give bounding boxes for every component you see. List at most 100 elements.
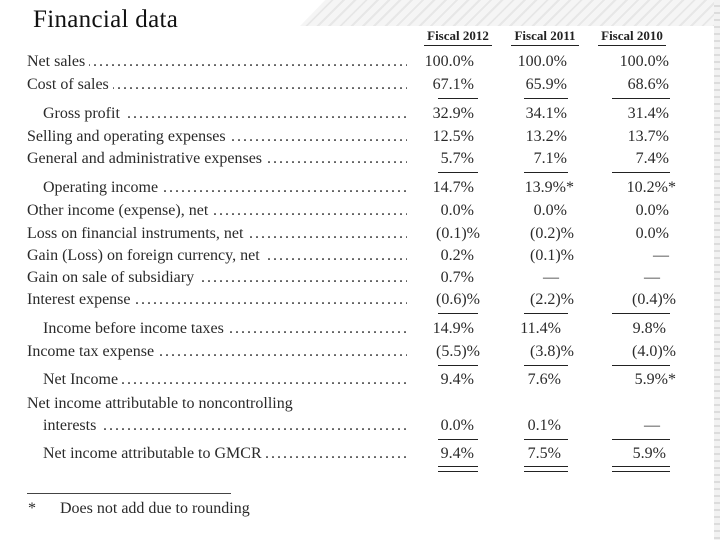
table-row: ........................................… [43,417,660,435]
subtotal-rule [524,313,568,314]
row-label: Income tax expense [27,343,159,361]
cell-value: 13.9%* [524,179,574,196]
footnote: * Does not add due to rounding [28,500,250,518]
cell-value: 100.0% [517,53,567,70]
cell-value: — [644,269,660,286]
table-row: ........................................… [27,291,676,309]
cell-value: (0.1)% [530,247,574,264]
table-row: ........................................… [0,445,700,467]
slide-title: Financial data [33,6,179,33]
row-label: interests [43,417,101,435]
row-label: Operating income [43,179,163,197]
subtotal-rule [438,365,478,366]
subtotal-rule [438,98,478,99]
cell-value: 100.0% [619,53,669,70]
table-row: ........................................… [0,128,700,150]
cell-value: 0.0% [440,417,474,434]
cell-value: (4.0)% [632,343,676,360]
cell-value: 0.2% [440,247,474,264]
total-double-rule [524,466,568,472]
cell-value: 0.0% [440,202,474,219]
cell-value: 11.4% [520,320,561,337]
subtotal-rule [612,172,670,173]
cell-value: 7.5% [527,445,561,462]
column-header-fiscal-2012: Fiscal 2012 [418,28,498,46]
cell-value: — [653,247,669,264]
cell-value: 65.9% [525,76,567,93]
cell-value: 5.9% [632,445,666,462]
cell-value: 14.9% [432,320,474,337]
table-row: ........................................… [43,371,676,389]
subtotal-rule [438,313,478,314]
cell-value: 0.0% [533,202,567,219]
subtotal-rule [612,439,670,440]
cell-value: 5.9%* [634,371,676,388]
column-header-fiscal-2010: Fiscal 2010 [592,28,672,46]
row-label: Net income attributable to GMCR [43,445,266,463]
subtotal-rule [524,365,568,366]
cell-value: (3.8)% [530,343,574,360]
cell-value: 67.1% [432,76,474,93]
cell-value: (5.5)% [436,343,480,360]
decorative-corner-pattern [300,0,720,26]
cell-value: (0.1)% [436,225,480,242]
table-row: ........................................… [0,320,700,342]
column-header-fiscal-2011: Fiscal 2011 [505,28,585,46]
row-label: Gross profit [43,105,124,123]
cell-value: (0.6)% [436,291,480,308]
footnote-mark: * [28,500,36,517]
subtotal-rule [612,313,670,314]
table-row: ........................................… [27,76,669,94]
cell-value: 0.0% [635,202,669,219]
cell-value: (0.2)% [530,225,574,242]
cell-value: 0.1% [527,417,561,434]
cell-value: (0.4)% [632,291,676,308]
table-row: ........................................… [27,202,669,220]
row-label: Interest expense [27,291,135,309]
table-row: ........................................… [27,53,669,71]
table-row: Net income attributable to noncontrollin… [0,395,700,417]
cell-value: 5.7% [440,150,474,167]
cell-value: 12.5% [432,128,474,145]
footnote-divider [27,493,231,494]
cell-value: 100.0% [424,53,474,70]
cell-value: 0.7% [440,269,474,286]
table-row: ........................................… [43,179,676,197]
cell-value: 9.4% [440,371,474,388]
cell-value: — [644,417,660,434]
subtotal-rule [524,439,568,440]
row-label: Cost of sales [27,76,113,94]
cell-value: 34.1% [525,105,567,122]
row-label: Loss on financial instruments, net [27,225,248,243]
total-double-rule [612,466,670,472]
cell-value: 32.9% [432,105,474,122]
table-row: ........................................… [27,269,660,287]
table-row: ........................................… [0,247,700,269]
cell-value: 0.0% [635,225,669,242]
subtotal-rule [438,439,478,440]
cell-value: 13.2% [525,128,567,145]
row-label: Other income (expense), net [27,202,213,220]
row-label: Gain on sale of subsidiary [27,269,199,287]
cell-value: 10.2%* [626,179,676,196]
cell-value: 13.7% [627,128,669,145]
cell-value: 9.8% [632,320,666,337]
decorative-right-border [714,0,720,540]
subtotal-rule [524,172,568,173]
cell-value: 7.1% [533,150,567,167]
cell-value: 31.4% [627,105,669,122]
cell-value: 7.4% [635,150,669,167]
cell-value: — [543,269,559,286]
subtotal-rule [612,98,670,99]
row-label: Net income attributable to noncontrollin… [27,395,293,412]
subtotal-rule [438,172,478,173]
row-label: Gain (Loss) on foreign currency, net [27,247,264,265]
subtotal-rule [612,365,670,366]
table-row: ........................................… [43,105,669,123]
total-double-rule [438,466,478,472]
subtotal-rule [524,98,568,99]
cell-value: 14.7% [432,179,474,196]
row-label: Net sales [27,53,90,71]
cell-value: (2.2)% [530,291,574,308]
